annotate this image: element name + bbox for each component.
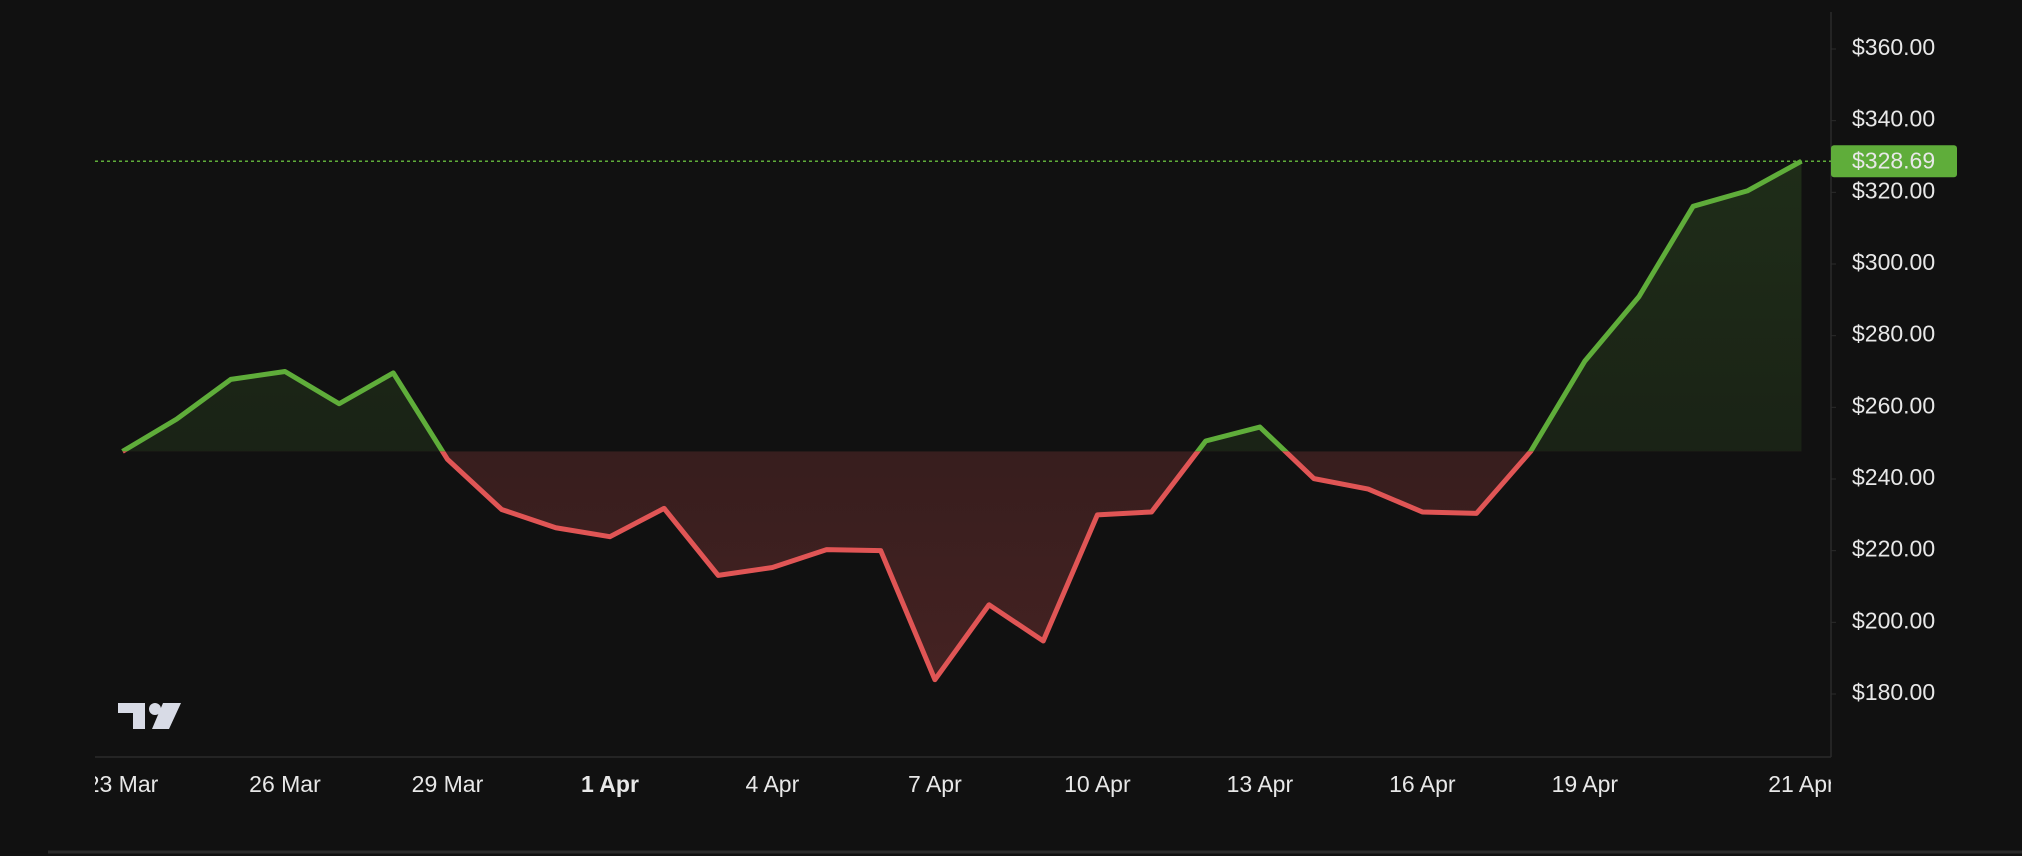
y-tick-label: $260.00 bbox=[1852, 392, 1935, 418]
x-tick-label: 23 Mar bbox=[87, 771, 159, 797]
line-down bbox=[122, 451, 1534, 683]
y-tick-label: $200.00 bbox=[1852, 607, 1935, 633]
last-price-label: $328.69 bbox=[1852, 147, 1935, 173]
x-tick-label: 26 Mar bbox=[249, 771, 321, 797]
x-tick-label: 21 Apr bbox=[1768, 771, 1835, 797]
last-price-badge bbox=[1831, 145, 1957, 178]
y-tick-label: $340.00 bbox=[1852, 106, 1935, 132]
y-tick-label: $240.00 bbox=[1852, 464, 1935, 490]
up-zone bbox=[121, 159, 1803, 452]
line-up bbox=[121, 159, 1803, 452]
x-tick-label: 19 Apr bbox=[1552, 771, 1619, 797]
x-tick-label: 13 Apr bbox=[1227, 771, 1294, 797]
y-tick-label: $280.00 bbox=[1852, 321, 1935, 347]
y-tick-label: $360.00 bbox=[1852, 34, 1935, 60]
tradingview-logo bbox=[118, 703, 181, 729]
y-tick-label: $180.00 bbox=[1852, 679, 1935, 705]
area-down bbox=[442, 451, 1531, 680]
x-tick-label: 16 Apr bbox=[1389, 771, 1456, 797]
x-tick-label: 4 Apr bbox=[746, 771, 800, 797]
x-axis-labels: 23 Mar 26 Mar 29 Mar 1 Apr 4 Apr 7 Apr 10 Apr 1… bbox=[87, 771, 1835, 797]
x-tick-label: 7 Apr bbox=[908, 771, 962, 797]
area-up bbox=[122, 161, 1802, 452]
x-tick-label: 10 Apr bbox=[1064, 771, 1131, 797]
down-zone bbox=[122, 451, 1534, 683]
y-tick-label: $300.00 bbox=[1852, 249, 1935, 275]
y-tick-label: $220.00 bbox=[1852, 536, 1935, 562]
x-tick-label: 29 Mar bbox=[412, 771, 484, 797]
x-tick-label: 1 Apr bbox=[581, 771, 639, 797]
plot-area bbox=[121, 159, 1803, 683]
y-tick-label: $320.00 bbox=[1852, 177, 1935, 203]
